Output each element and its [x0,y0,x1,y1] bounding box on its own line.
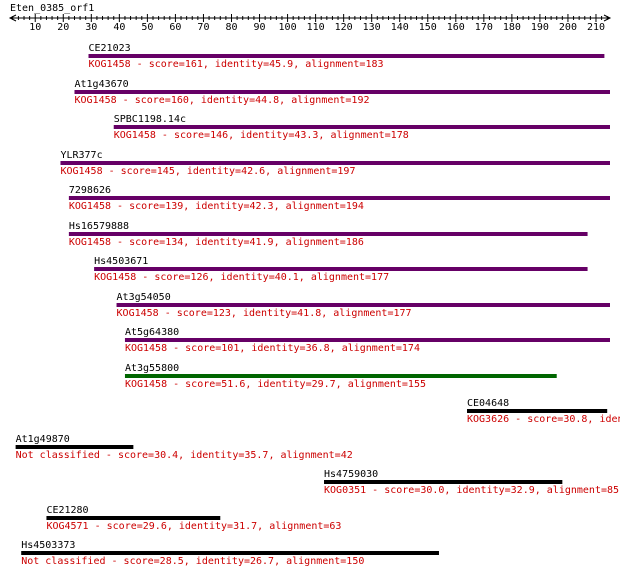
hit-name[interactable]: CE21280 [46,505,88,516]
axis-arrow-left [8,14,17,22]
axis-tick-label: 140 [391,22,409,33]
hit-description: KOG1458 - score=139, identity=42.3, alig… [69,201,364,212]
hit-description: KOG4571 - score=29.6, identity=31.7, ali… [46,521,341,532]
hit-bar[interactable] [88,54,605,58]
axis-tick-label: 100 [279,22,297,33]
hit-bar[interactable] [15,445,134,449]
axis-tick-label: 110 [307,22,325,33]
axis-tick-label: 160 [447,22,465,33]
hit-row: CE21023 KOG1458 - score=161, identity=45.… [88,43,605,70]
hit-name[interactable]: CE21023 [89,43,131,54]
hit-name[interactable]: At3g54050 [117,292,171,303]
axis-tick-label: 200 [559,22,577,33]
axis-tick-label: 150 [419,22,437,33]
hit-name[interactable]: Hs4503373 [21,540,75,551]
hit-bar[interactable] [113,125,611,129]
axis-tick-label: 170 [475,22,493,33]
hit-description: Not classified - score=28.5, identity=26… [21,556,364,567]
hit-description: KOG0351 - score=30.0, identity=32.9, ali… [324,485,619,496]
hit-name[interactable]: At1g49870 [16,434,70,445]
hit-bar[interactable] [68,232,588,236]
hit-row: Hs4503373 Not classified - score=28.5, id… [21,540,439,567]
hit-description: KOG1458 - score=161, identity=45.9, alig… [89,59,384,70]
axis-tick-label: 20 [57,22,69,33]
hit-bar[interactable] [467,409,608,413]
hit-description: KOG1458 - score=134, identity=41.9, alig… [69,237,364,248]
hit-bar[interactable] [46,516,221,520]
hit-description: KOG1458 - score=160, identity=44.8, alig… [74,95,369,106]
axis-tick-label: 30 [85,22,97,33]
axis-tick-label: 210 [587,22,605,33]
hit-bar[interactable] [324,480,563,484]
axis-tick-label: 40 [113,22,125,33]
hit-bar[interactable] [68,196,611,200]
hit-name[interactable]: 7298626 [69,185,111,196]
axis-tick-label: 10 [29,22,41,33]
hit-bar[interactable] [94,267,588,271]
sequence-axis: 10 20 30 40 50 60 70 80 90 100 110 120 130 140 150 160 1… [8,14,612,33]
hit-description: KOG1458 - score=51.6, identity=29.7, ali… [125,379,426,390]
hit-name[interactable]: CE04648 [467,398,509,409]
hit-row: 7298626 KOG1458 - score=139, identity=42.… [68,185,611,212]
axis-arrow-right [603,14,612,22]
hit-description: KOG1458 - score=145, identity=42.6, alig… [60,166,355,177]
hit-row: CE04648 KOG3626 - score=30.8, identi [467,398,620,425]
hit-row: At3g55800 KOG1458 - score=51.6, identity=… [124,363,557,390]
hit-description: KOG1458 - score=123, identity=41.8, alig… [117,308,412,319]
axis-tick-label: 50 [141,22,153,33]
hit-bar[interactable] [60,161,611,165]
hit-bar[interactable] [116,303,610,307]
hit-row: Hs16579888 KOG1458 - score=134, identity=… [68,221,588,248]
hit-description: Not classified - score=30.4, identity=35… [16,450,353,461]
hit-row: At3g54050 KOG1458 - score=123, identity=4… [116,292,610,319]
axis-tick-label: 60 [169,22,181,33]
hit-description: KOG1458 - score=101, identity=36.8, alig… [125,343,420,354]
hit-row: Hs4759030 KOG0351 - score=30.0, identity=… [324,469,619,496]
axis-tick-label: 190 [531,22,549,33]
hit-name[interactable]: At1g43670 [74,79,128,90]
axis-tick-label: 70 [197,22,209,33]
hit-bar[interactable] [74,90,611,94]
hit-description: KOG1458 - score=146, identity=43.3, alig… [114,130,409,141]
hit-list: CE21023 KOG1458 - score=161, identity=45.… [15,43,620,567]
axis-tick-label: 180 [503,22,521,33]
hit-bar[interactable] [21,551,439,555]
hit-name[interactable]: Hs16579888 [69,221,129,232]
query-title: Eten_0385_orf1 [10,3,94,14]
axis-tick-label: 90 [254,22,266,33]
hit-row: At1g49870 Not classified - score=30.4, id… [15,434,353,461]
hit-row: YLR377c KOG1458 - score=145, identity=42.… [60,150,611,177]
hit-bar[interactable] [124,374,557,378]
hit-row: At1g43670 KOG1458 - score=160, identity=4… [74,79,611,106]
hit-bar[interactable] [124,338,610,342]
hit-row: At5g64380 KOG1458 - score=101, identity=3… [124,327,610,354]
hit-name[interactable]: Hs4503671 [94,256,148,267]
hit-row: SPBC1198.14c KOG1458 - score=146, identit… [113,114,611,141]
hit-description: KOG1458 - score=126, identity=40.1, alig… [94,272,389,283]
hit-name[interactable]: At3g55800 [125,363,179,374]
hit-name[interactable]: At5g64380 [125,327,179,338]
axis-tick-label: 130 [363,22,381,33]
hit-name[interactable]: SPBC1198.14c [114,114,186,125]
hit-row: CE21280 KOG4571 - score=29.6, identity=31… [46,505,341,532]
hit-description: KOG3626 - score=30.8, identi [467,414,620,425]
axis-tick-label: 120 [335,22,353,33]
axis-tick-label: 80 [225,22,237,33]
hit-row: Hs4503671 KOG1458 - score=126, identity=4… [94,256,588,283]
hit-name[interactable]: YLR377c [60,150,102,161]
hit-name[interactable]: Hs4759030 [324,469,378,480]
